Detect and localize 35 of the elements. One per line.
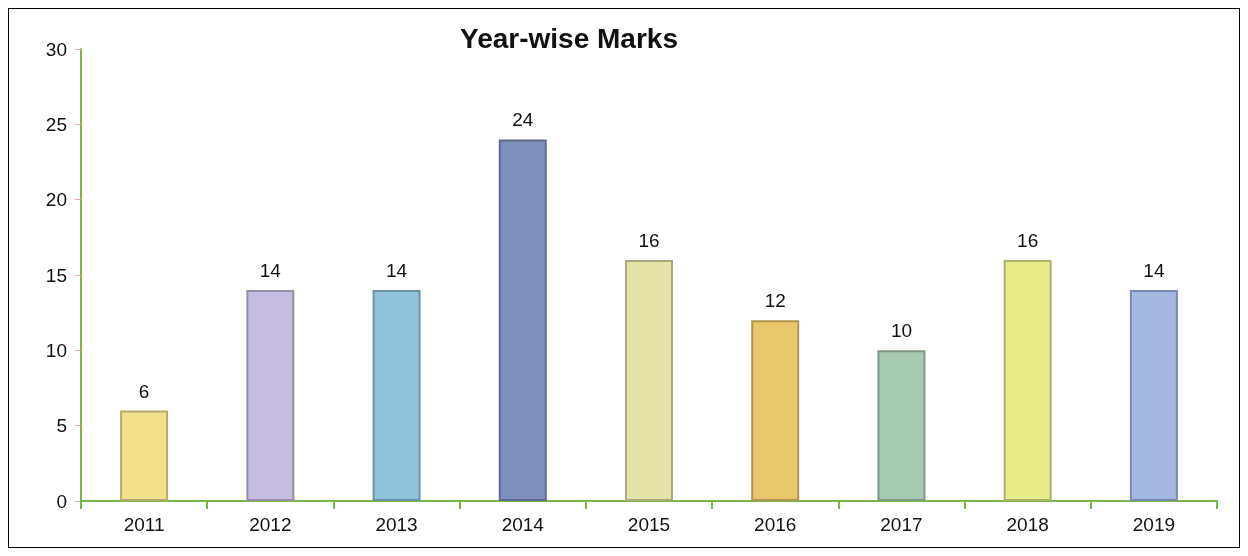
bar <box>246 290 295 501</box>
x-tick-label: 2015 <box>627 514 671 535</box>
x-tick-label: 2016 <box>754 514 797 535</box>
data-label: 12 <box>764 290 786 312</box>
y-tick-label: 25 <box>45 113 67 135</box>
y-tick-label: 10 <box>45 339 67 361</box>
x-tick-label: 2019 <box>1132 514 1176 535</box>
data-label: 16 <box>638 229 660 251</box>
bar <box>1003 259 1052 501</box>
data-label: 14 <box>1143 260 1165 282</box>
x-tick-label: 2018 <box>1006 514 1049 535</box>
bar <box>877 350 926 501</box>
bar <box>751 320 800 501</box>
bar <box>120 410 169 501</box>
data-label: 14 <box>259 260 282 282</box>
y-tick-label: 20 <box>45 189 67 211</box>
y-tick-label: 0 <box>56 490 67 512</box>
bar <box>498 139 547 501</box>
x-tick-label: 2012 <box>249 514 292 535</box>
data-label: 14 <box>385 260 408 282</box>
data-label: 10 <box>890 320 913 342</box>
x-tick-label: 2017 <box>880 514 923 535</box>
bar <box>625 259 673 501</box>
chart-title: Year-wise Marks <box>460 22 678 54</box>
bar <box>372 290 421 501</box>
y-tick-label: 30 <box>45 38 67 60</box>
y-tick-label: 5 <box>56 415 67 437</box>
data-label: 24 <box>512 109 534 131</box>
x-tick-label: 2013 <box>375 514 418 535</box>
data-label: 6 <box>138 380 150 402</box>
x-tick-label: 2011 <box>123 514 165 535</box>
bar <box>1129 290 1178 501</box>
y-tick-label: 15 <box>45 264 67 286</box>
x-tick-label: 2014 <box>501 514 545 535</box>
data-label: 16 <box>1017 229 1039 251</box>
